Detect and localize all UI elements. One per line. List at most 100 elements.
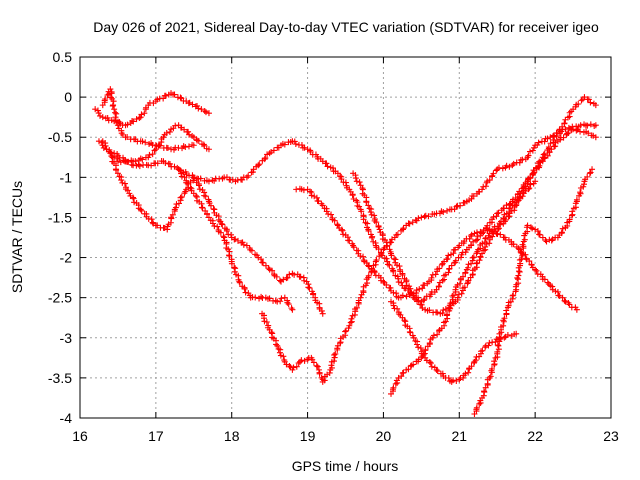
data-point-marker xyxy=(529,225,536,232)
data-point-marker xyxy=(285,301,292,308)
data-point-marker xyxy=(545,144,552,151)
data-point-marker xyxy=(461,284,468,291)
data-point-marker xyxy=(436,265,443,272)
data-point-marker xyxy=(334,222,341,229)
data-point-marker xyxy=(418,214,425,221)
data-points xyxy=(92,86,599,417)
data-point-marker xyxy=(184,180,191,187)
data-point-marker xyxy=(584,122,591,129)
y-tick-label: -3 xyxy=(60,330,73,346)
x-tick-label: 18 xyxy=(224,428,240,444)
data-point-marker xyxy=(307,188,314,195)
data-point-marker xyxy=(281,141,288,148)
data-point-marker xyxy=(306,284,313,291)
data-point-marker xyxy=(357,253,364,260)
data-point-marker xyxy=(426,358,433,365)
data-point-marker xyxy=(356,179,363,186)
data-point-marker xyxy=(334,221,341,228)
data-point-marker xyxy=(432,271,439,278)
data-point-marker xyxy=(473,404,480,411)
data-point-marker xyxy=(399,292,406,299)
data-point-marker xyxy=(555,292,562,299)
data-point-marker xyxy=(198,204,205,211)
data-point-marker xyxy=(434,331,441,338)
data-point-marker xyxy=(358,208,365,215)
x-tick-label: 22 xyxy=(527,428,543,444)
data-point-marker xyxy=(363,199,370,206)
data-point-marker xyxy=(390,302,397,309)
data-point-marker xyxy=(425,213,432,220)
data-point-marker xyxy=(201,107,208,114)
data-point-marker xyxy=(589,166,596,173)
data-point-marker xyxy=(575,100,582,107)
data-point-marker xyxy=(373,257,380,264)
data-point-marker xyxy=(373,219,380,226)
data-point-marker xyxy=(426,307,433,314)
data-point-marker xyxy=(450,377,457,384)
data-point-marker xyxy=(573,196,580,203)
data-point-marker xyxy=(350,244,357,251)
data-point-marker xyxy=(521,236,528,243)
data-point-marker xyxy=(149,219,156,226)
series-track-j xyxy=(388,178,539,397)
data-point-marker xyxy=(554,130,561,137)
data-point-marker xyxy=(457,280,464,287)
data-point-marker xyxy=(408,289,415,296)
data-point-marker xyxy=(454,294,461,301)
data-point-marker xyxy=(395,279,402,286)
data-point-marker xyxy=(300,187,307,194)
data-point-marker xyxy=(107,86,114,93)
data-point-marker xyxy=(559,225,566,232)
data-point-marker xyxy=(114,170,121,177)
data-point-marker xyxy=(509,162,516,169)
data-point-marker xyxy=(464,280,471,287)
data-point-marker xyxy=(326,369,333,376)
data-point-marker xyxy=(125,158,132,165)
data-point-marker xyxy=(427,360,434,367)
data-point-marker xyxy=(196,186,203,193)
data-point-marker xyxy=(587,99,594,106)
data-point-marker xyxy=(258,256,265,263)
data-point-marker xyxy=(220,233,227,240)
data-point-marker xyxy=(503,162,510,169)
series-track-l xyxy=(471,166,596,417)
data-point-marker xyxy=(348,315,355,322)
x-tick-label: 17 xyxy=(148,428,164,444)
data-point-marker xyxy=(519,252,526,259)
data-point-marker xyxy=(310,291,317,298)
data-point-marker xyxy=(462,269,469,276)
data-point-marker xyxy=(219,221,226,228)
data-point-marker xyxy=(394,305,401,312)
data-point-marker xyxy=(263,319,270,326)
data-point-marker xyxy=(534,228,541,235)
data-point-marker xyxy=(314,363,321,370)
data-point-marker xyxy=(509,292,516,299)
data-point-marker xyxy=(366,205,373,212)
data-point-marker xyxy=(477,253,484,260)
data-point-marker xyxy=(473,260,480,267)
data-point-marker xyxy=(371,212,378,219)
data-point-marker xyxy=(405,366,412,373)
data-point-marker xyxy=(409,219,416,226)
data-point-marker xyxy=(218,220,225,227)
data-point-marker xyxy=(585,96,592,103)
data-point-marker xyxy=(519,193,526,200)
data-point-marker xyxy=(122,157,129,164)
data-point-marker xyxy=(466,235,473,242)
data-point-marker xyxy=(169,211,176,218)
data-point-marker xyxy=(500,205,507,212)
data-point-marker xyxy=(102,95,109,102)
data-point-marker xyxy=(553,133,560,140)
data-point-marker xyxy=(202,193,209,200)
data-point-marker xyxy=(109,102,116,109)
data-point-marker xyxy=(375,223,382,230)
data-point-marker xyxy=(186,131,193,138)
data-point-marker xyxy=(503,202,510,209)
data-point-marker xyxy=(549,283,556,290)
data-point-marker xyxy=(276,277,283,284)
data-point-marker xyxy=(106,146,113,153)
data-point-marker xyxy=(371,269,378,276)
data-point-marker xyxy=(124,121,131,128)
data-point-marker xyxy=(592,102,599,109)
